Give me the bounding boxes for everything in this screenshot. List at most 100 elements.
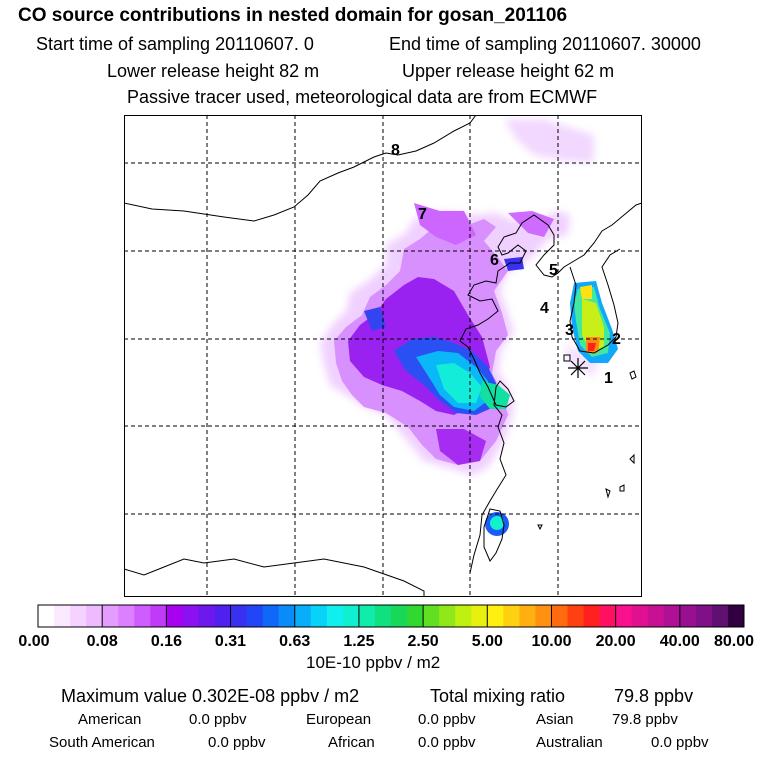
site-label: 5	[549, 262, 558, 279]
colorbar-labels: 0.00 0.08 0.16 0.31 0.63 1.25 2.50 5.00 10.00 20.…	[18, 633, 754, 650]
region-name: Australian	[536, 734, 603, 751]
colorbar-cell	[214, 605, 231, 627]
colorbar-cell	[230, 605, 247, 627]
region-name: South American	[49, 734, 155, 751]
colorbar-tick-label: 0.08	[87, 633, 118, 650]
border-north	[124, 115, 477, 222]
colorbar-cell	[374, 605, 392, 627]
receptor-marker	[568, 358, 588, 378]
colorbar-cell	[278, 605, 296, 627]
region-value: 0.0 ppbv	[418, 734, 476, 751]
site-label: 6	[490, 252, 499, 269]
region-value: 79.8 ppbv	[612, 711, 678, 728]
site-label: 3	[565, 322, 574, 339]
colorbar-cell	[583, 605, 600, 627]
colorbar-cell	[246, 605, 264, 627]
coastline-jeju	[563, 354, 571, 362]
coastline-island-c	[629, 453, 635, 465]
grid-layer	[124, 115, 642, 597]
end-time: End time of sampling 20110607. 30000	[389, 34, 701, 54]
site-label: 8	[391, 142, 400, 159]
colorbar-cell	[567, 605, 584, 627]
colorbar-cell	[471, 605, 488, 627]
colorbar-cell	[326, 605, 344, 627]
region-value: 0.0 ppbv	[418, 711, 476, 728]
colorbar-tick-label: 1.25	[343, 633, 374, 650]
plume-purple-south	[436, 429, 486, 465]
colorbar-tick-label: 10.00	[531, 633, 571, 650]
chart-title: CO source contributions in nested domain…	[18, 5, 568, 26]
colorbar-cell	[727, 605, 745, 627]
colorbar-cell	[358, 605, 376, 627]
site-label-layer: 8 7 6 5 4 3 2 1	[391, 142, 621, 387]
region-name: Asian	[536, 711, 574, 728]
colorbar-cell	[503, 605, 520, 627]
colorbar-cell	[615, 605, 633, 627]
plume-aqua	[436, 363, 482, 403]
region-value: 0.0 ppbv	[189, 711, 247, 728]
start-time: Start time of sampling 20110607. 0	[36, 34, 314, 54]
plume-faint-north	[504, 119, 594, 163]
source-map: 8 7 6 5 4 3 2 1	[124, 115, 642, 597]
colorbar-cell	[182, 605, 199, 627]
coastline-korea	[569, 248, 621, 354]
colorbar-tick-label: 20.00	[596, 633, 636, 650]
colorbar-cell	[86, 605, 103, 627]
site-label: 2	[612, 331, 621, 348]
colorbar-cell	[150, 605, 167, 627]
plume-blue-west	[364, 307, 386, 331]
colorbar-cell	[695, 605, 713, 627]
colorbar-cell	[679, 605, 697, 627]
colorbar-cell	[519, 605, 536, 627]
colorbar-tick-label: 40.00	[660, 633, 700, 650]
border-south	[124, 558, 425, 597]
coastline-tsushima	[629, 370, 637, 380]
colorbar-cell	[262, 605, 280, 627]
colorbar-cell	[439, 605, 456, 627]
colorbar: 0.00 0.08 0.16 0.31 0.63 1.25 2.50 5.00 10.00 20.…	[18, 604, 754, 650]
total-mixing-ratio-value: 79.8 ppbv	[614, 686, 694, 706]
colorbar-cell	[102, 605, 119, 627]
colorbar-cell	[423, 605, 440, 627]
colorbar-cells	[37, 604, 745, 628]
plume-blue-bohai	[504, 257, 524, 271]
colorbar-cell	[407, 605, 424, 627]
colorbar-cell	[631, 605, 649, 627]
colorbar-cell	[118, 605, 135, 627]
colorbar-cell	[70, 605, 87, 627]
total-mixing-ratio-label: Total mixing ratio	[430, 686, 566, 706]
coastline-china	[459, 202, 642, 574]
tracer-note: Passive tracer used, meteorological data…	[127, 87, 598, 107]
upper-release-height: Upper release height 62 m	[402, 61, 615, 81]
coastline-island-a	[619, 484, 625, 492]
colorbar-cell	[391, 605, 408, 627]
colorbar-tick-label: 0.31	[215, 633, 246, 650]
colorbar-cell	[294, 605, 312, 627]
colorbar-cell	[551, 605, 568, 627]
colorbar-cell	[535, 605, 552, 627]
coastline-island-b	[605, 488, 611, 499]
colorbar-cell	[134, 605, 151, 627]
colorbar-tick-label: 2.50	[408, 633, 439, 650]
colorbar-cell	[310, 605, 328, 627]
colorbar-cell	[711, 605, 729, 627]
maximum-value: Maximum value 0.302E-08 ppbv / m2	[61, 686, 360, 706]
region-name: American	[78, 711, 142, 728]
colorbar-tick-label: 5.00	[472, 633, 503, 650]
colorbar-cell	[54, 605, 71, 627]
colorbar-tick-label: 0.00	[18, 633, 49, 650]
coastline-taiwan	[483, 508, 505, 562]
coastline-island-d	[537, 524, 543, 531]
colorbar-cell	[663, 605, 681, 627]
coastline-layer	[124, 115, 642, 597]
colorbar-cell	[198, 605, 215, 627]
colorbar-tick-label: 80.00	[714, 633, 754, 650]
region-name: European	[306, 711, 372, 728]
site-label: 4	[540, 300, 549, 317]
colorbar-tick-label: 0.16	[151, 633, 182, 650]
colorbar-cell	[455, 605, 472, 627]
map-frame	[124, 115, 642, 597]
region-value: 0.0 ppbv	[208, 734, 266, 751]
plume-violet-north	[414, 203, 476, 245]
lower-release-height: Lower release height 82 m	[107, 61, 320, 81]
